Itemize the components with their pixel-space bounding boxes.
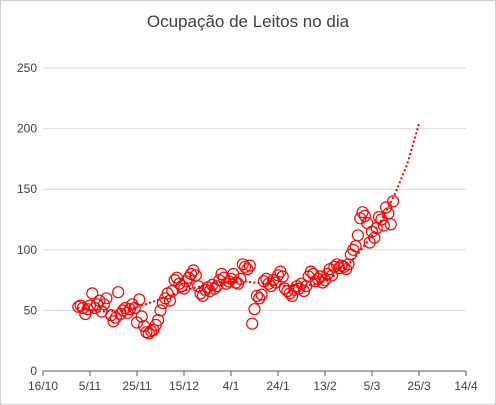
- data-point: [133, 293, 146, 306]
- data-point: [328, 260, 341, 273]
- data-point: [234, 272, 247, 285]
- x-tick-label: 14/4: [454, 379, 478, 393]
- y-tick-label: 50: [24, 303, 38, 317]
- x-tick-label: 15/12: [169, 379, 199, 393]
- y-tick-labels: 0 50 100 150 200 250: [17, 61, 37, 378]
- data-point: [243, 259, 256, 272]
- data-point: [342, 258, 355, 271]
- data-point: [278, 282, 292, 295]
- data-point: [246, 317, 259, 330]
- data-point: [387, 195, 400, 208]
- data-point: [81, 303, 94, 316]
- data-point: [347, 243, 360, 256]
- data-point: [248, 303, 261, 316]
- y-tick-label: 200: [17, 122, 37, 136]
- x-tick-labels: 16/10 5/11 25/11 15/12 4/1 24/1 13/2 5/3 25/3 14/…: [28, 379, 478, 393]
- data-point: [356, 206, 369, 219]
- x-tick-label: 5/3: [364, 379, 381, 393]
- data-point: [300, 280, 313, 293]
- data-point: [250, 289, 263, 302]
- data-point: [255, 288, 268, 301]
- x-tick-label: 5/11: [79, 379, 102, 393]
- y-tick-label: 250: [17, 61, 37, 75]
- data-point: [330, 258, 343, 271]
- data-point: [368, 231, 381, 244]
- data-point: [351, 229, 364, 242]
- data-point: [288, 283, 301, 296]
- data-point: [304, 265, 317, 278]
- data-point: [152, 314, 165, 327]
- data-point: [177, 282, 191, 295]
- y-tick-label: 0: [30, 364, 37, 378]
- x-tick-label: 13/2: [313, 379, 337, 393]
- data-point: [358, 209, 371, 222]
- data-point: [192, 280, 205, 293]
- data-point: [97, 298, 111, 311]
- x-tick-label: 4/1: [223, 379, 240, 393]
- x-tick-label: 25/3: [407, 379, 431, 393]
- y-tick-label: 150: [17, 182, 37, 196]
- data-point: [220, 277, 233, 290]
- data-point: [326, 269, 339, 282]
- data-point: [380, 201, 393, 214]
- data-point: [154, 304, 167, 317]
- data-point: [271, 269, 285, 282]
- observed-series: [72, 195, 400, 340]
- data-point: [241, 263, 254, 276]
- data-point: [286, 289, 299, 302]
- data-point: [112, 286, 125, 299]
- data-point: [375, 213, 388, 226]
- data-point: [86, 287, 99, 300]
- x-tick-label: 24/1: [266, 379, 290, 393]
- axes: [42, 370, 467, 376]
- data-point: [135, 310, 148, 323]
- gridlines: [43, 67, 466, 311]
- data-point: [309, 275, 322, 288]
- chart-title: Ocupação de Leitos no dia: [146, 12, 350, 31]
- data-point: [210, 280, 223, 293]
- data-point: [384, 218, 397, 231]
- data-point: [107, 315, 120, 328]
- data-point: [76, 301, 90, 315]
- data-point: [145, 324, 158, 338]
- data-point: [377, 219, 390, 232]
- data-point: [253, 292, 266, 305]
- y-tick-label: 100: [17, 243, 37, 257]
- data-point: [215, 267, 228, 281]
- data-point: [100, 292, 113, 305]
- data-point: [184, 267, 198, 281]
- data-point: [72, 300, 85, 313]
- data-point: [276, 270, 289, 283]
- data-point: [269, 276, 282, 289]
- x-tick-label: 25/11: [122, 379, 151, 393]
- data-point: [239, 260, 252, 273]
- data-point: [163, 294, 176, 307]
- x-tick-label: 16/10: [28, 379, 58, 393]
